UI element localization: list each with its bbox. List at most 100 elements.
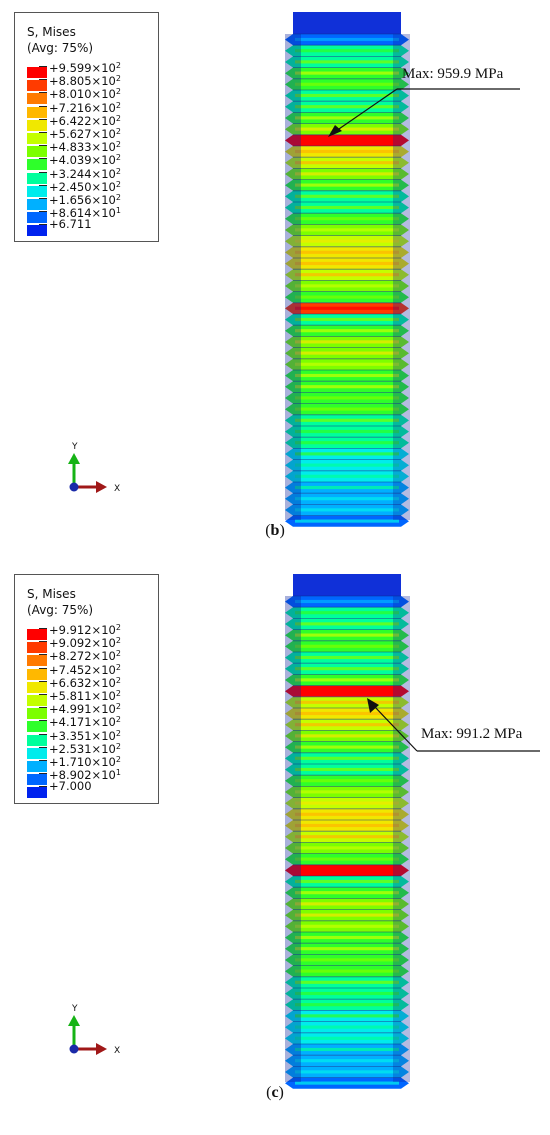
legend-value: +9.912×102 [49, 623, 121, 637]
thread-crest [295, 485, 399, 490]
thread-crest [295, 284, 399, 288]
thread-crest [295, 463, 399, 467]
bolt-edge-shade [285, 34, 301, 520]
thread-crest [295, 37, 399, 42]
thread-crest [295, 633, 399, 637]
legend-value: +1.656×102 [49, 193, 121, 207]
legend-swatch [27, 681, 47, 693]
legend-tick [39, 680, 47, 682]
legend-tick [39, 158, 47, 160]
legend-title: S, Mises [27, 25, 76, 39]
thread-crest [295, 622, 399, 626]
legend-value: +4.991×102 [49, 702, 121, 717]
bolt-stress-contour [285, 574, 410, 1089]
legend-swatch [27, 172, 47, 184]
legend-subtitle: (Avg: 75%) [27, 41, 94, 55]
legend-swatch [27, 695, 47, 706]
bolt-head [293, 12, 401, 34]
thread-crest [295, 924, 399, 928]
legend-value: +6.711 [49, 217, 92, 232]
legend-value: +7.452×102 [49, 662, 121, 677]
thread-crest [295, 734, 399, 738]
thread-crest [295, 801, 399, 805]
legend-tick [39, 694, 47, 695]
stress-legend: S, Mises (Avg: 75%) +9.912×102 +9.092×102… [14, 574, 159, 804]
thread-crest [295, 1081, 399, 1085]
legend-value: +1.710×102 [49, 755, 121, 769]
legend-value: +7.216×102 [49, 100, 121, 115]
thread-crest [295, 127, 399, 131]
legend-value: +6.422×102 [49, 113, 121, 128]
thread-crest [295, 306, 399, 310]
legend-swatch [27, 225, 47, 237]
legend-tick [39, 145, 47, 147]
thread-crest [295, 373, 399, 378]
bolt-head [293, 574, 401, 596]
bolt-edge-shade [393, 596, 410, 1082]
thread-crest [295, 711, 399, 716]
legend-tick [39, 707, 47, 709]
thread-crest [295, 1003, 399, 1007]
legend-value: +8.614×101 [49, 206, 121, 221]
panel-c: S, Mises (Avg: 75%) +9.912×102 +9.092×102… [0, 564, 550, 1109]
thread-crest [295, 1070, 399, 1074]
thread-crest [295, 239, 399, 243]
thread-crest [295, 71, 399, 75]
legend-tick [39, 198, 47, 199]
x-axis-label: X [114, 1046, 120, 1056]
thread-crest [295, 429, 399, 434]
thread-crest [295, 183, 399, 187]
legend-swatch [27, 629, 47, 640]
thread-crest [295, 60, 399, 64]
legend-title: S, Mises [27, 587, 76, 601]
thread-crest [295, 745, 399, 749]
thread-crest [295, 149, 399, 154]
y-axis-label: Y [71, 442, 78, 452]
thread-crest [295, 418, 399, 422]
legend-swatch [27, 199, 47, 210]
max-stress-label: Max: 959.9 MPa [402, 66, 504, 82]
thread-crest [295, 205, 399, 210]
legend-tick [39, 773, 47, 775]
legend-swatch [27, 721, 47, 733]
max-stress-callout [367, 698, 540, 752]
thread-crest [295, 599, 399, 604]
legend-tick [39, 184, 47, 186]
legend-subtitle: (Avg: 75%) [27, 603, 94, 617]
thread-crest [295, 935, 399, 940]
legend-swatch [27, 708, 47, 720]
legend-value: +5.627×102 [49, 127, 121, 141]
legend-value: +4.171×102 [49, 715, 121, 730]
thread-crest [295, 655, 399, 660]
bolt-stress-contour [285, 12, 410, 527]
callout-arrow-line [335, 88, 398, 132]
thread-crest [295, 1025, 399, 1029]
legend-swatch [27, 668, 47, 680]
thread-crest [295, 767, 399, 772]
thread-crest [295, 1036, 399, 1040]
thread-crest [295, 172, 399, 176]
legend-value: +2.531×102 [49, 741, 121, 756]
legend-swatch [27, 774, 47, 786]
thread-crest [295, 82, 399, 86]
thread-crest [295, 250, 399, 254]
legend-swatch [27, 747, 47, 759]
legend-value: +5.811×102 [49, 689, 121, 703]
thread-crest [295, 340, 399, 344]
thread-crest [295, 329, 399, 333]
thread-crest [295, 689, 399, 693]
thread-crest [295, 980, 399, 984]
stress-legend: S, Mises (Avg: 75%) +9.599×102 +8.805×102… [14, 12, 159, 242]
legend-tick [39, 171, 47, 173]
thread-crest [295, 273, 399, 277]
legend-swatch [27, 787, 47, 799]
thread-crest [295, 1059, 399, 1063]
thread-crest [295, 1047, 399, 1052]
x-axis-arrowhead [96, 481, 107, 493]
legend-swatch [27, 655, 47, 667]
thread-crest [295, 49, 399, 53]
legend-value: +9.092×102 [49, 636, 121, 651]
legend-swatch [27, 93, 47, 105]
axes-origin [69, 482, 79, 492]
legend-tick [39, 211, 47, 213]
